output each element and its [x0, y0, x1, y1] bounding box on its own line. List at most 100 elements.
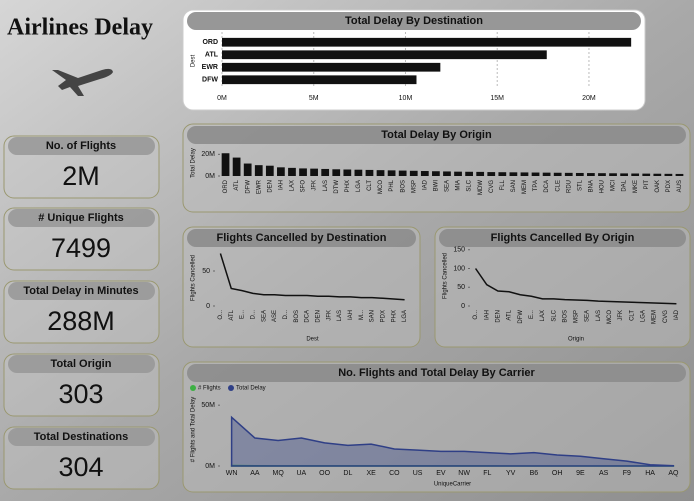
chart: Total Delay By Origin Total Delay 0M 20M ORD… — [182, 123, 691, 213]
bar — [398, 170, 407, 176]
x-tick-label: CVG — [489, 180, 495, 193]
card-title: # Unique Flights — [38, 212, 124, 224]
chart: Total Delay By Destination Dest 0M 5M 10M 15M… — [182, 9, 646, 111]
panel — [182, 9, 646, 111]
x-tick-label: M... — [359, 310, 365, 320]
card-title: Total Delay in Minutes — [23, 285, 138, 297]
x-tick-label: WN — [226, 470, 238, 477]
bar — [454, 171, 462, 176]
x-tick-label: DFW — [518, 310, 524, 324]
x-tick-label: LGA — [356, 180, 362, 192]
card-header — [8, 209, 155, 227]
x-tick-label: RDU — [566, 180, 572, 193]
card-header — [8, 282, 155, 300]
x-tick-label: OH — [552, 470, 563, 477]
y-tick-label: DFW — [202, 77, 218, 84]
x-tick-label: FL — [483, 470, 491, 477]
y-axis-label: # Flights and Total Delay — [191, 397, 197, 463]
x-tick-label: AS — [599, 470, 609, 477]
x-tick-label: LGA — [402, 310, 408, 322]
card-value: 288M — [47, 306, 115, 336]
bar — [520, 172, 529, 176]
bar — [564, 172, 573, 176]
bar — [465, 171, 473, 176]
bar — [288, 167, 296, 176]
card-title: Total Destinations — [34, 431, 129, 443]
x-tick-label: SLC — [551, 309, 557, 321]
bar — [222, 37, 632, 47]
x-tick-label: SEA — [445, 180, 451, 192]
line — [219, 253, 405, 301]
y-tick-label: ATL — [205, 52, 219, 59]
bar — [343, 169, 352, 176]
y-tick-label: 0 — [206, 303, 210, 310]
bar — [443, 171, 451, 176]
y-tick-label: 0M — [205, 173, 215, 180]
legend-label: # Flights — [198, 386, 221, 392]
bar — [354, 169, 363, 176]
bar — [653, 173, 662, 176]
x-tick-label: DFW — [245, 180, 251, 194]
area — [230, 415, 675, 467]
card-value: 303 — [58, 379, 103, 409]
x-tick-label: MDW — [478, 180, 484, 195]
x-tick-label: AUS — [677, 180, 683, 192]
y-tick-label: ORD — [202, 39, 218, 46]
x-tick-label: OO — [319, 470, 330, 477]
card-value: 7499 — [51, 233, 111, 263]
x-tick-label: 15M — [490, 95, 504, 102]
x-tick-label: US — [413, 470, 423, 477]
x-tick-label: ATL — [234, 179, 240, 190]
card-header — [8, 355, 155, 373]
x-tick-label: DCA — [544, 180, 550, 193]
x-tick-label: HOU — [600, 180, 606, 193]
x-tick-label: LAS — [337, 310, 343, 321]
chart-title: Flights Cancelled By Origin — [491, 232, 635, 244]
x-tick-label: MIA — [456, 180, 462, 191]
bar — [498, 172, 507, 176]
x-tick-label: DEN — [315, 310, 321, 323]
x-tick-label: 9E — [576, 470, 585, 477]
bar — [299, 168, 307, 176]
legend-marker — [228, 385, 234, 391]
y-axis-label: Total Delay — [191, 148, 197, 178]
x-tick-label: LAX — [290, 180, 296, 191]
line — [474, 268, 677, 305]
y-axis-label: Flights Cancelled — [443, 253, 449, 299]
x-tick-label: MSP — [574, 310, 580, 323]
chart: Flights Cancelled By Origin Flights Cance… — [434, 226, 691, 348]
bar — [365, 169, 374, 176]
cards: No. of Flights 2M # Unique Flights 7499 Tota… — [3, 135, 160, 490]
bar — [598, 173, 606, 176]
x-tick-label: BOS — [400, 180, 406, 193]
x-tick-label: 20M — [582, 95, 596, 102]
panel — [434, 226, 691, 348]
bar — [310, 168, 318, 176]
x-tick-label: DEN — [495, 310, 501, 323]
x-tick-label: MSP — [411, 180, 417, 193]
x-tick-label: BWI — [433, 180, 439, 192]
y-tick-label: 0 — [461, 303, 465, 310]
bar — [553, 172, 562, 176]
x-tick-label: AQ — [668, 470, 679, 477]
x-axis-label: Origin — [568, 337, 584, 343]
x-tick-label: 10M — [399, 95, 413, 102]
bar — [476, 171, 485, 176]
legend-marker — [190, 385, 196, 391]
x-tick-label: O... — [218, 310, 224, 320]
bar — [631, 173, 640, 176]
y-tick-label: EWR — [202, 64, 218, 71]
x-axis-label: Dest — [306, 337, 319, 343]
bar — [664, 173, 673, 176]
y-tick-label: 50 — [202, 268, 210, 275]
x-tick-label: CLT — [629, 310, 635, 321]
chart-title: Flights Cancelled by Destination — [217, 232, 387, 244]
x-tick-label: AA — [250, 470, 260, 477]
x-tick-label: CVG — [663, 310, 669, 323]
card-header — [8, 428, 155, 446]
x-tick-label: ATL — [507, 309, 513, 320]
x-tick-label: HA — [645, 470, 655, 477]
bar — [409, 170, 418, 176]
x-tick-label: LGA — [641, 310, 647, 322]
